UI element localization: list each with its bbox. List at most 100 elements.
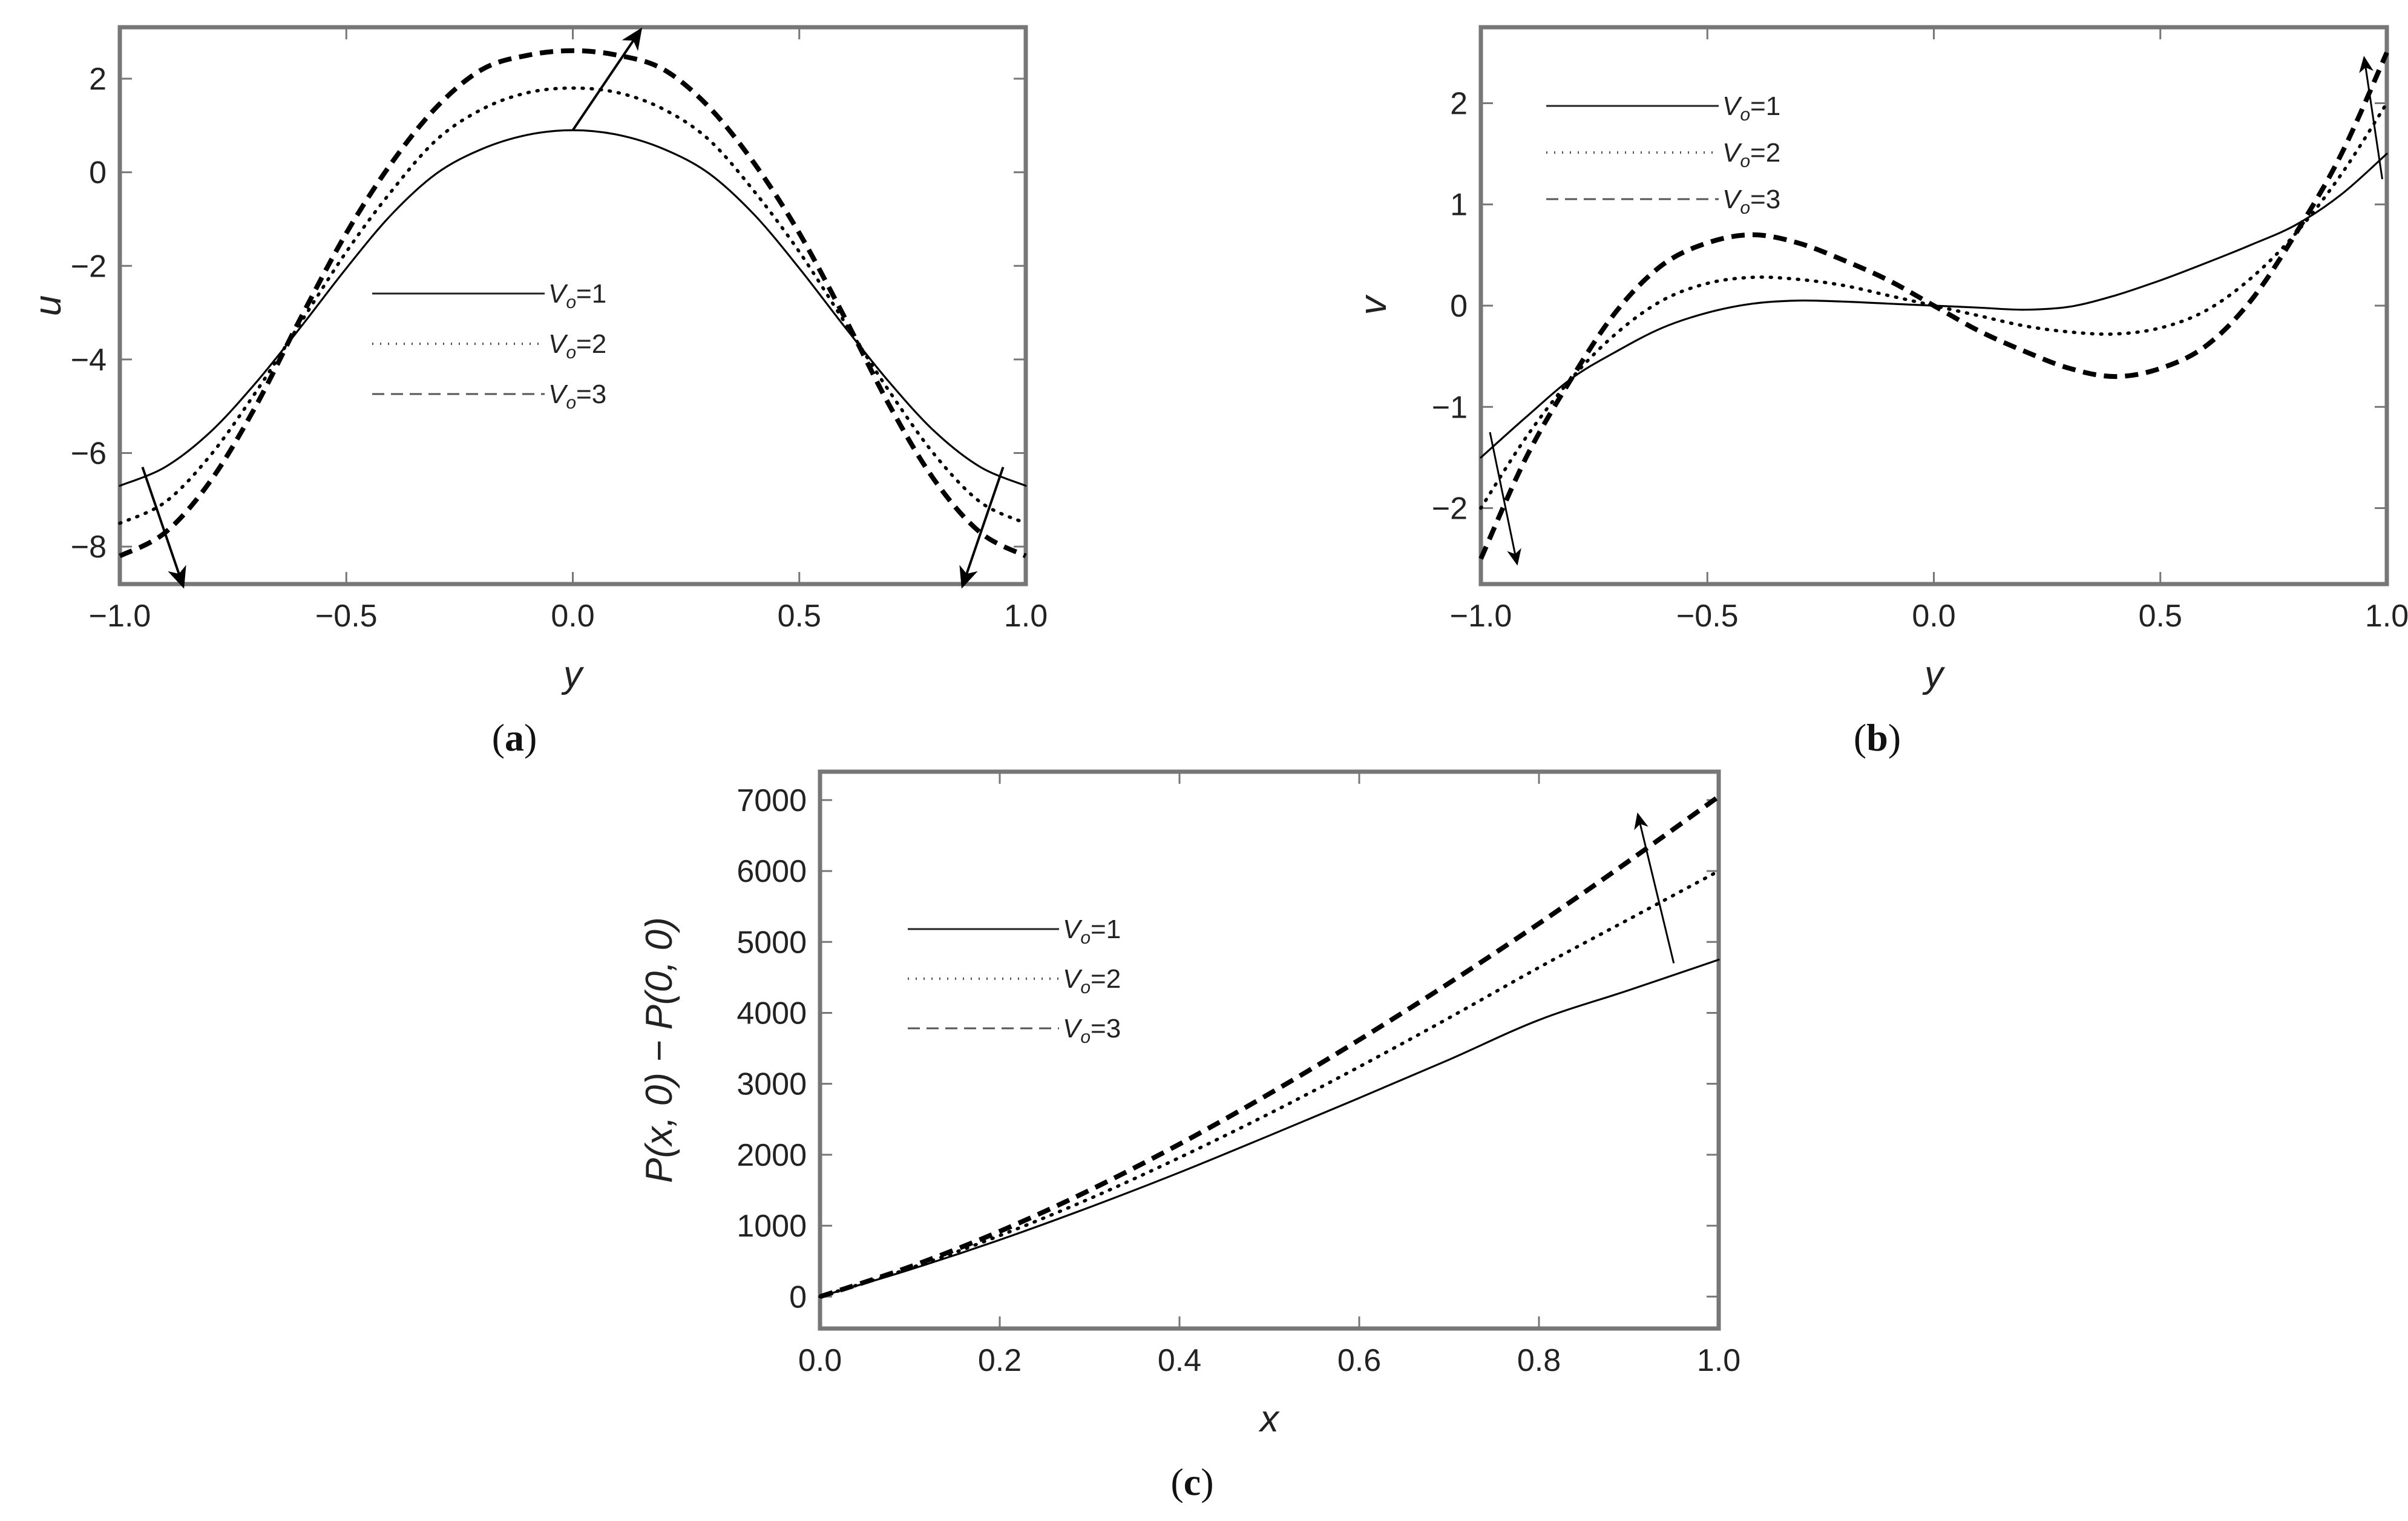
legend-value: =2 — [1091, 964, 1121, 994]
x-tick-label: −1.0 — [89, 599, 151, 634]
legend-label: Vo=2 — [1722, 138, 1780, 171]
legend-value: =3 — [576, 379, 606, 409]
caption-open: ( — [1854, 716, 1866, 759]
legend-label: Vo=1 — [1063, 915, 1121, 948]
legend-subscript: o — [566, 292, 576, 312]
x-tick-label: −0.5 — [1676, 599, 1739, 634]
x-tick-label: 0.2 — [978, 1343, 1022, 1378]
legend-value: =3 — [1750, 185, 1780, 214]
series-line-dashed — [819, 794, 1721, 1299]
legend-symbol: V — [548, 329, 568, 359]
legend: Vo=1Vo=2Vo=3 — [908, 915, 1121, 1047]
panel-a: −1.0 −0.5 0.0 0.5 1.0−8−6−4−202Vo=1Vo=2Vo=3y… — [27, 25, 1048, 759]
panel-caption: (b) — [1854, 716, 1901, 759]
legend-subscript: o — [566, 393, 576, 413]
legend-subscript: o — [1740, 151, 1750, 171]
trend-arrow — [571, 27, 643, 131]
trend-arrow — [959, 467, 1005, 589]
y-tick-label: 2 — [1450, 86, 1468, 121]
trend-arrow — [2359, 56, 2383, 180]
legend-symbol: V — [1063, 1014, 1083, 1043]
legend-label: Vo=2 — [548, 329, 606, 363]
y-tick-label: −6 — [71, 436, 107, 471]
caption-letter: a — [505, 716, 524, 759]
trend-arrow — [141, 467, 186, 589]
y-tick-label: 3000 — [737, 1067, 807, 1102]
series-line-solid — [819, 959, 1720, 1298]
y-tick-label: 6000 — [737, 854, 807, 889]
series-line-dashed — [119, 48, 1027, 559]
y-tick-label: 2000 — [737, 1138, 807, 1173]
legend-symbol: V — [1063, 964, 1083, 994]
x-tick-label: 0.5 — [2139, 599, 2182, 634]
caption-letter: c — [1184, 1460, 1201, 1503]
caption-open: ( — [492, 716, 505, 759]
trend-arrow — [1489, 432, 1521, 566]
y-axis-label: v — [1353, 295, 1394, 315]
panel-caption: (c) — [1170, 1460, 1213, 1503]
caption-close: ) — [1888, 716, 1901, 759]
legend-value: =1 — [1091, 915, 1121, 944]
legend-symbol: V — [1722, 91, 1742, 121]
legend-label: Vo=3 — [548, 379, 606, 413]
legend: Vo=1Vo=2Vo=3 — [1546, 91, 1780, 218]
x-tick-label: −1.0 — [1450, 599, 1512, 634]
legend-value: =3 — [1091, 1014, 1121, 1043]
x-axis-label: x — [1258, 1398, 1280, 1440]
legend-subscript: o — [1080, 928, 1091, 948]
y-tick-label: 0 — [89, 156, 107, 191]
y-tick-label: −2 — [71, 249, 107, 284]
caption-close: ) — [524, 716, 537, 759]
y-tick-label: 7000 — [737, 783, 807, 818]
legend-label: Vo=1 — [1722, 91, 1780, 125]
caption-close: ) — [1201, 1460, 1213, 1503]
panel-caption: (a) — [492, 716, 537, 759]
series-line-dotted — [1479, 101, 2389, 510]
series-line-solid — [119, 129, 1027, 487]
x-tick-label: 0.0 — [1912, 599, 1955, 634]
legend: Vo=1Vo=2Vo=3 — [372, 279, 606, 413]
legend-value: =2 — [576, 329, 606, 359]
legend-value: =1 — [1750, 91, 1780, 121]
caption-letter: b — [1866, 716, 1888, 759]
legend-subscript: o — [1740, 198, 1750, 218]
y-tick-label: 0 — [789, 1280, 807, 1315]
y-tick-label: −1 — [1432, 390, 1468, 425]
legend-value: =2 — [1750, 138, 1780, 168]
legend-symbol: V — [548, 379, 568, 409]
plot-frame — [818, 769, 1721, 1331]
legend-symbol: V — [1063, 915, 1083, 944]
y-axis-label: u — [27, 295, 69, 316]
legend-label: Vo=3 — [1063, 1014, 1121, 1047]
y-tick-label: −8 — [71, 530, 107, 565]
legend-label: Vo=2 — [1063, 964, 1121, 997]
legend-subscript: o — [1080, 977, 1091, 997]
y-tick-label: 2 — [89, 62, 107, 97]
panel-c: 0.0 0.2 0.4 0.6 0.8 1.0 0 1000 2000 3000 4000 5000 6… — [638, 769, 1740, 1503]
legend-value: =1 — [576, 279, 606, 309]
x-tick-label: 0.4 — [1158, 1343, 1201, 1378]
caption-open: ( — [1170, 1460, 1183, 1503]
x-axis-label: y — [561, 654, 585, 695]
series-line-dotted — [118, 86, 1028, 525]
x-tick-label: 1.0 — [1004, 599, 1048, 634]
y-tick-label: 1000 — [737, 1209, 807, 1244]
x-tick-label: 1.0 — [1697, 1343, 1740, 1378]
y-tick-label: 1 — [1450, 188, 1468, 223]
legend-symbol: V — [1722, 185, 1742, 214]
x-tick-label: 0.8 — [1517, 1343, 1561, 1378]
x-tick-label: −0.5 — [315, 599, 378, 634]
legend-symbol: V — [1722, 138, 1742, 168]
x-tick-label: 0.0 — [551, 599, 594, 634]
legend-subscript: o — [566, 343, 576, 363]
plot-frame — [117, 25, 1028, 586]
legend-subscript: o — [1080, 1027, 1091, 1047]
legend-label: Vo=1 — [548, 279, 606, 312]
legend-subscript: o — [1740, 105, 1750, 125]
y-tick-label: 4000 — [737, 996, 807, 1031]
x-tick-label: 0.5 — [778, 599, 821, 634]
legend-label: Vo=3 — [1722, 185, 1780, 218]
y-tick-label: 0 — [1450, 289, 1468, 324]
